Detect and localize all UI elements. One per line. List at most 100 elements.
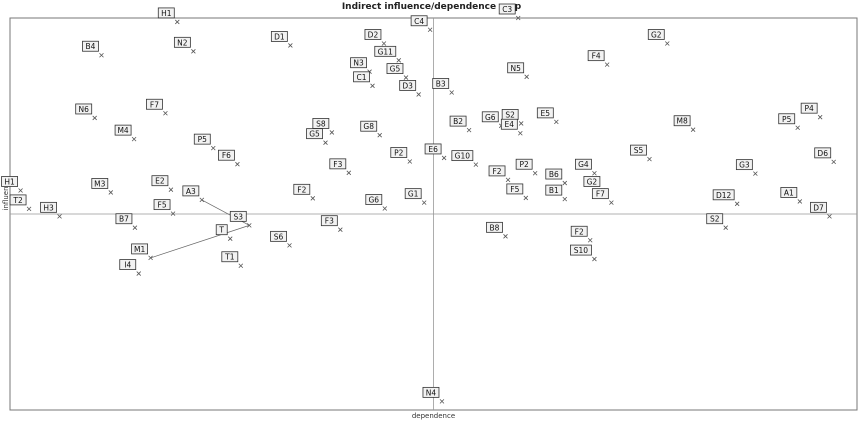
point-e2: E2 bbox=[151, 175, 174, 192]
point-marker bbox=[449, 90, 454, 95]
point-n5: N5 bbox=[507, 62, 529, 80]
point-f3: F3 bbox=[329, 158, 352, 176]
point-label-box bbox=[193, 133, 211, 145]
point-marker bbox=[92, 115, 97, 121]
point-m3: M3 bbox=[91, 178, 114, 195]
point-label-box bbox=[270, 230, 287, 242]
point-n4: N4 bbox=[422, 386, 445, 404]
point-label: T2 bbox=[12, 196, 23, 205]
point-marker bbox=[108, 190, 114, 195]
point-marker bbox=[466, 127, 472, 133]
point-d1: D1 bbox=[270, 31, 293, 48]
point-marker bbox=[26, 206, 32, 212]
point-m8: M8 bbox=[673, 115, 696, 133]
point-label-box bbox=[91, 178, 109, 189]
point-marker bbox=[503, 234, 508, 239]
point-h1: H1 bbox=[1, 176, 23, 193]
point-marker bbox=[753, 171, 758, 176]
point-a1: A1 bbox=[780, 187, 803, 204]
point-label-box bbox=[215, 224, 228, 236]
point-d7: D7 bbox=[810, 201, 832, 219]
point-marker bbox=[505, 177, 511, 183]
point-marker bbox=[592, 256, 597, 262]
point-f2: F2 bbox=[293, 183, 316, 201]
point-s2: S2 bbox=[706, 213, 728, 231]
point-marker bbox=[723, 225, 728, 231]
point-marker bbox=[416, 92, 421, 97]
point-label: P2 bbox=[394, 148, 404, 157]
point-label-box bbox=[488, 165, 506, 177]
point-s10: S10 bbox=[570, 244, 597, 262]
point-f6: F6 bbox=[218, 149, 240, 167]
point-p4: P4 bbox=[800, 102, 823, 120]
point-label: M4 bbox=[117, 126, 128, 135]
point-label-box bbox=[506, 183, 524, 195]
point-b2: B2 bbox=[449, 115, 472, 133]
point-marker bbox=[246, 223, 252, 228]
point-label: E2 bbox=[155, 177, 165, 186]
point-label: P2 bbox=[519, 160, 529, 169]
point-label: S3 bbox=[234, 212, 244, 221]
point-marker bbox=[831, 159, 836, 165]
point-label: M1 bbox=[134, 245, 145, 254]
point-label-box bbox=[9, 194, 27, 206]
point-label-box bbox=[735, 159, 753, 171]
point-f2: F2 bbox=[570, 225, 593, 243]
point-label-box bbox=[587, 50, 605, 62]
point-label: N3 bbox=[353, 59, 364, 68]
point-label: G1 bbox=[408, 190, 419, 199]
point-label: M3 bbox=[94, 179, 105, 188]
point-label-box bbox=[583, 176, 601, 187]
point-d2: D2 bbox=[364, 29, 387, 46]
point-marker bbox=[554, 119, 559, 125]
point-marker bbox=[377, 132, 382, 138]
point-marker bbox=[518, 130, 523, 136]
point-label-box bbox=[507, 62, 525, 74]
point-label: F6 bbox=[222, 151, 231, 160]
point-label-box bbox=[131, 243, 149, 255]
point-label: F7 bbox=[596, 190, 605, 199]
point-label: P5 bbox=[782, 115, 792, 124]
point-marker bbox=[132, 225, 138, 231]
point-label: E6 bbox=[428, 145, 438, 154]
point-c4: C4 bbox=[410, 15, 433, 33]
point-label-box bbox=[432, 78, 450, 89]
point-label: H3 bbox=[43, 203, 54, 212]
point-label-box bbox=[778, 113, 796, 125]
point-label: S8 bbox=[316, 119, 326, 128]
point-p2: P2 bbox=[390, 147, 413, 164]
point-marker bbox=[227, 236, 233, 241]
point-label: C4 bbox=[414, 17, 424, 26]
point-a3: A3 bbox=[182, 185, 205, 203]
point-label: S2 bbox=[505, 110, 515, 119]
point-label: G4 bbox=[578, 160, 589, 169]
point-p2: P2 bbox=[515, 158, 538, 176]
point-marker bbox=[323, 140, 328, 145]
point-marker bbox=[382, 206, 388, 211]
point-f2: F2 bbox=[488, 165, 511, 183]
point-marker bbox=[148, 255, 153, 261]
point-label: N4 bbox=[426, 388, 437, 397]
point-label: F5 bbox=[510, 185, 519, 194]
point-label-box bbox=[157, 7, 175, 19]
point-marker bbox=[604, 62, 610, 67]
point-label-box bbox=[221, 251, 239, 263]
point-marker bbox=[609, 200, 614, 205]
point-label-box bbox=[780, 187, 798, 198]
point-g8: G8 bbox=[360, 120, 382, 138]
point-label-box bbox=[630, 144, 647, 156]
point-label-box bbox=[410, 15, 428, 27]
point-label-box bbox=[114, 124, 132, 136]
point-label: N5 bbox=[510, 64, 521, 73]
point-label: G5 bbox=[390, 65, 401, 74]
point-label-box bbox=[306, 128, 323, 140]
point-label: G6 bbox=[369, 196, 380, 205]
point-d3: D3 bbox=[399, 80, 421, 97]
point-label-box bbox=[1, 176, 18, 187]
point-label-box bbox=[218, 149, 235, 161]
point-marker bbox=[647, 156, 652, 162]
point-n2: N2 bbox=[173, 36, 196, 54]
point-marker bbox=[175, 19, 180, 25]
point-marker bbox=[287, 243, 292, 248]
point-label-box bbox=[399, 80, 417, 91]
